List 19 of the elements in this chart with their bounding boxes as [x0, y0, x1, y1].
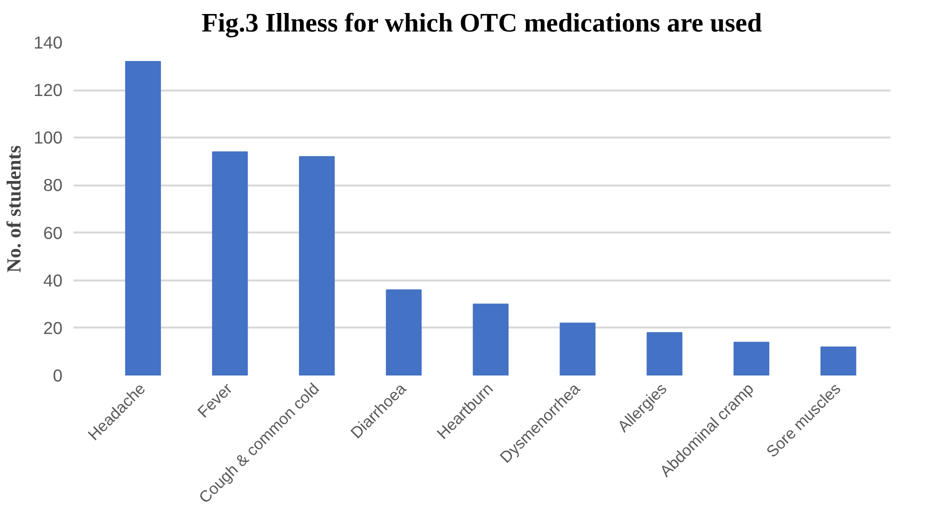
y-tick-label: 120: [34, 80, 63, 100]
chart-title: Fig.3 Illness for which OTC medications are used: [202, 8, 762, 38]
bar: [386, 289, 422, 376]
bar: [125, 61, 161, 376]
bar: [472, 304, 509, 376]
bar: [646, 332, 682, 376]
y-tick-label: 0: [52, 366, 63, 386]
bar: [560, 322, 596, 376]
bar: [298, 156, 335, 376]
bar: [820, 346, 856, 376]
y-tick-label: 140: [34, 32, 63, 52]
y-tick-label: 100: [34, 128, 63, 148]
bar: [212, 151, 248, 376]
y-tick-label: 80: [43, 175, 63, 196]
y-tick-label: 20: [43, 318, 63, 338]
y-tick-label: 60: [43, 222, 63, 243]
y-tick-label: 40: [43, 270, 63, 290]
bar: [734, 342, 770, 376]
y-axis-title: No. of students: [4, 145, 26, 273]
